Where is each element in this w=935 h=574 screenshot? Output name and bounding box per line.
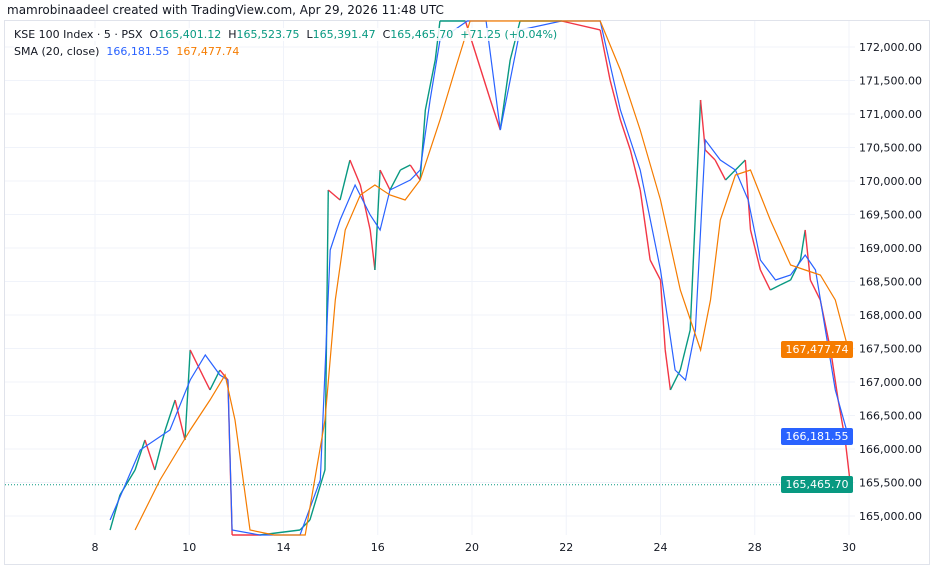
price-candle-segment: [725, 169, 736, 181]
x-tick-label: 22: [559, 541, 573, 554]
price-candle-segment: [424, 59, 436, 111]
price-candle-segment: [679, 329, 691, 371]
open-label: O: [149, 28, 159, 41]
low-value: 165,391.47: [312, 28, 376, 41]
y-tick-label: 172,000.00: [859, 41, 922, 54]
price-candle-segment: [174, 399, 186, 441]
y-tick-label: 166,000.00: [859, 443, 922, 456]
price-candle-segment: [734, 159, 746, 171]
price-candle-segment: [804, 229, 812, 281]
sma-slow-value: 167,477.74: [176, 45, 240, 58]
price-candle-segment: [309, 469, 326, 521]
price-candle-segment: [154, 429, 166, 471]
y-tick-label: 165,500.00: [859, 477, 922, 490]
price-candle-segment: [349, 159, 361, 186]
sma-fast-price-tag: 166,181.55: [781, 428, 853, 446]
price-candle-segment: [799, 229, 806, 261]
price-candle-segment: [400, 164, 411, 171]
change-value: +71.25 (+0.04%): [460, 28, 558, 41]
low-label: L: [306, 28, 313, 41]
x-tick-label: 14: [277, 541, 291, 554]
price-candle-segment: [699, 99, 706, 151]
close-value: 165,465.70: [390, 28, 454, 41]
x-tick-label: 30: [842, 541, 856, 554]
x-tick-label: 8: [92, 541, 99, 554]
price-candle-segment: [199, 369, 211, 391]
y-tick-label: 167,000.00: [859, 376, 922, 389]
price-candle-segment: [649, 259, 662, 281]
price-candle-segment: [664, 349, 672, 391]
x-tick-label: 28: [748, 541, 762, 554]
price-candle-segment: [779, 279, 791, 286]
sma-slow-price-tag: 167,477.74: [781, 341, 853, 359]
price-candle-segment: [359, 184, 371, 231]
price-candle-segment: [339, 159, 351, 201]
x-tick-label: 16: [371, 541, 385, 554]
y-tick-label: 170,500.00: [859, 142, 922, 155]
price-candle-segment: [689, 99, 702, 331]
price-candle-segment: [769, 284, 781, 291]
x-tick-label: 20: [465, 541, 479, 554]
x-tick-label: 10: [182, 541, 196, 554]
price-candle-segment: [184, 349, 191, 441]
sma-fast-value: 166,181.55: [106, 45, 170, 58]
x-tick-label: 24: [654, 541, 668, 554]
price-candle-segment: [639, 189, 651, 261]
price-candle-segment: [144, 439, 156, 471]
price-candle-segment: [369, 229, 376, 271]
price-candle-segment: [489, 99, 501, 131]
price-candle-segment: [749, 229, 762, 271]
price-candle-segment: [809, 279, 821, 301]
price-candle-segment: [259, 529, 301, 536]
price-candle-segment: [714, 159, 727, 181]
last-price-tag: 165,465.70: [781, 476, 853, 494]
price-candle-segment: [499, 59, 511, 131]
price-candle-segment: [389, 169, 401, 191]
price-candle-segment: [599, 29, 611, 81]
open-value: 165,401.12: [158, 28, 222, 41]
y-tick-label: 171,500.00: [859, 75, 922, 88]
high-value: 165,523.75: [236, 28, 300, 41]
price-candle-segment: [299, 519, 311, 531]
y-tick-label: 167,500.00: [859, 343, 922, 356]
y-tick-label: 170,000.00: [859, 175, 922, 188]
y-tick-label: 165,000.00: [859, 510, 922, 523]
y-tick-label: 168,000.00: [859, 309, 922, 322]
y-tick-label: 169,500.00: [859, 209, 922, 222]
price-candle-segment: [609, 79, 622, 121]
price-candle-segment: [219, 369, 229, 381]
symbol-label[interactable]: KSE 100 Index · 5 · PSX: [14, 28, 143, 41]
sma-label[interactable]: SMA (20, close): [14, 45, 100, 58]
chart-credit: mamrobinaadeel created with TradingView.…: [7, 3, 444, 17]
y-tick-label: 168,500.00: [859, 276, 922, 289]
price-candle-segment: [659, 279, 666, 351]
ohlc-legend: KSE 100 Index · 5 · PSX O165,401.12 H165…: [14, 28, 558, 41]
sma-slow-line: [134, 20, 850, 536]
high-label: H: [228, 28, 237, 41]
price-candle-segment: [829, 349, 839, 401]
y-tick-label: 166,500.00: [859, 410, 922, 423]
price-candle-segment: [704, 149, 716, 161]
price-candle-segment: [379, 169, 391, 191]
price-candle-segment: [164, 399, 176, 431]
price-candle-segment: [419, 109, 427, 181]
price-candle-segment: [134, 439, 146, 471]
sma-legend: SMA (20, close) 166,181.55 167,477.74: [14, 45, 240, 58]
price-candle-segment: [629, 149, 641, 191]
price-candle-segment: [327, 189, 341, 201]
price-candle-segment: [561, 20, 601, 31]
close-label: C: [382, 28, 391, 41]
y-tick-label: 171,000.00: [859, 108, 922, 121]
price-candle-segment: [619, 119, 632, 151]
sma-fast-line: [109, 20, 850, 536]
price-candle-segment: [409, 164, 421, 181]
price-candle-segment: [374, 169, 381, 271]
y-tick-label: 169,000.00: [859, 242, 922, 255]
price-candle-segment: [759, 269, 771, 291]
